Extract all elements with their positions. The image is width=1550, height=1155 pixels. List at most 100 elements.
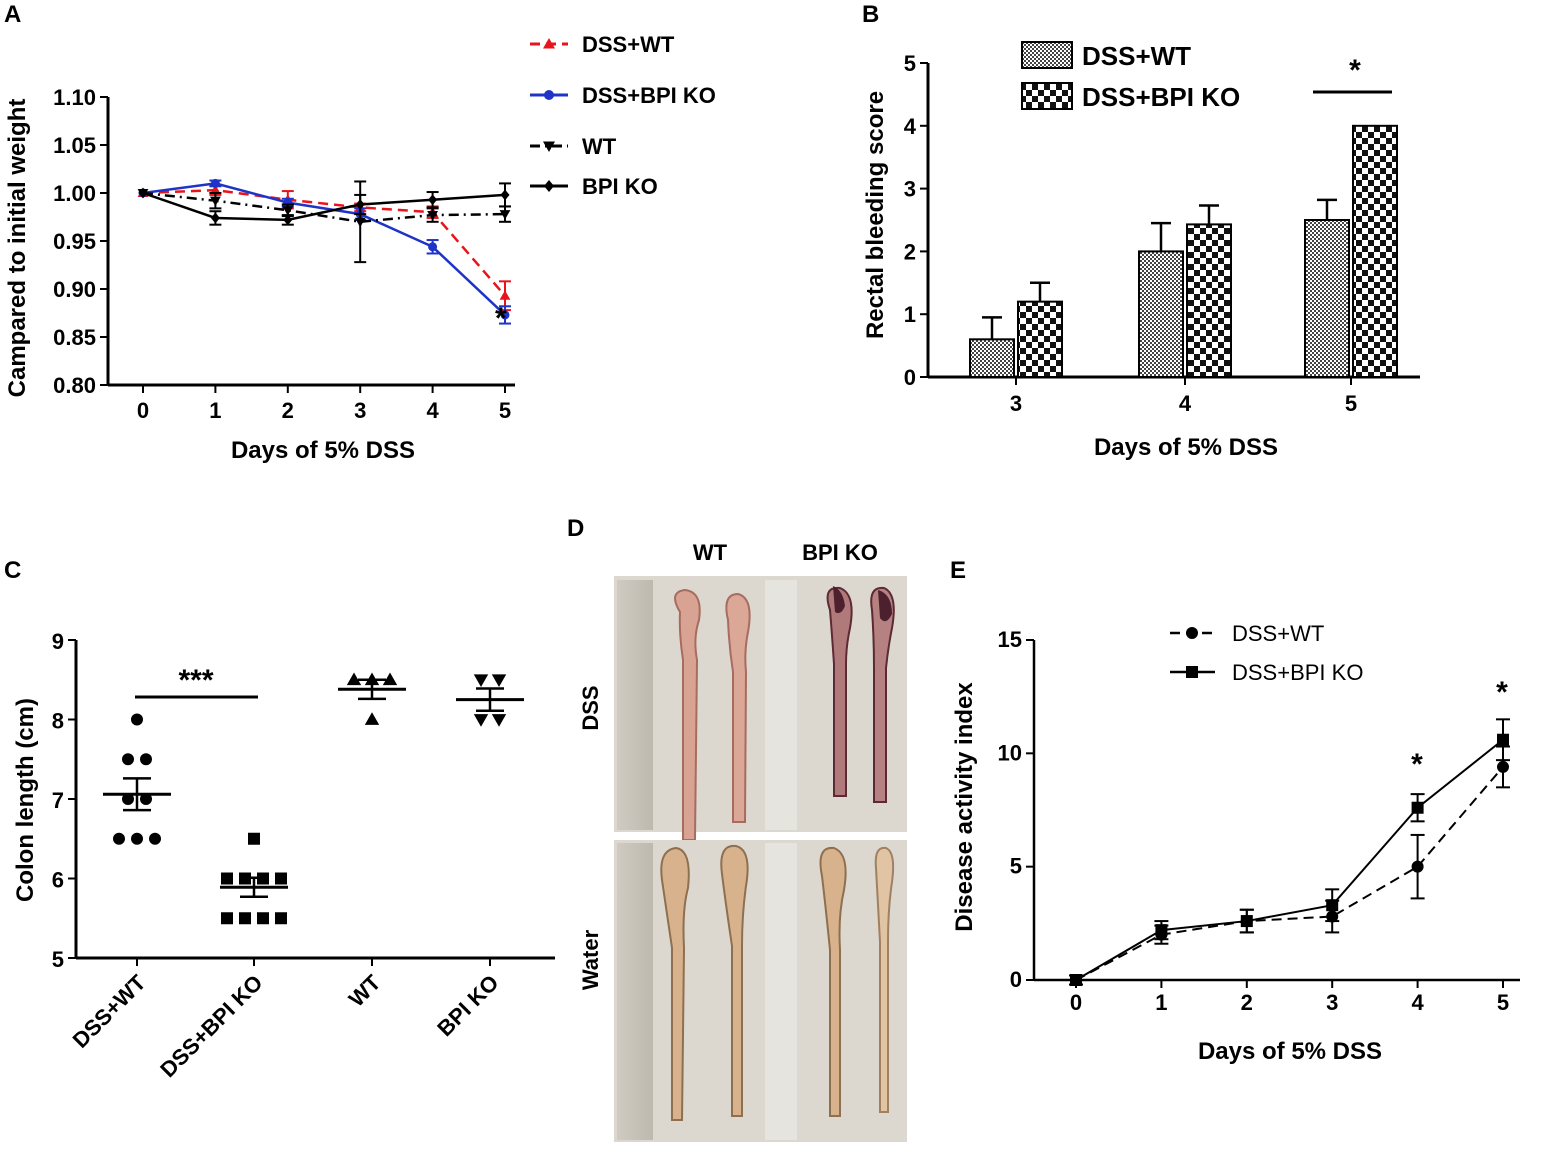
chart-e-y-tick-label: 10 (998, 740, 1022, 765)
photo-row-label-water: Water (578, 929, 603, 990)
colon-sample-icon (720, 844, 749, 1117)
chart-c-point (131, 713, 143, 726)
chart-a-y-tick-label: 0.95 (53, 229, 96, 254)
chart-b-y-tick-label: 2 (904, 239, 916, 264)
chart-b-x-tick-label: 3 (1010, 391, 1022, 416)
chart-a-point (210, 178, 220, 188)
chart-e-x-tick-label: 5 (1497, 990, 1509, 1015)
chart-a-legend-marker (543, 141, 555, 152)
chart-c-y-tick-label: 8 (52, 709, 64, 734)
chart-c-point (149, 832, 161, 845)
chart-e-legend-label: DSS+BPI KO (1232, 660, 1363, 685)
chart-c-point (346, 672, 362, 686)
chart-b-y-tick-label: 5 (904, 51, 916, 76)
chart-c-colon-length: 5 6 7 8 9 DSS+WT DSS+BPI KO WT BPI KO Colon leng… (12, 629, 555, 1082)
chart-b-legend-label: DSS+WT (1082, 41, 1191, 71)
colon-sample-icon (874, 846, 895, 1113)
chart-e-legend-marker (1186, 627, 1198, 639)
chart-c-point (113, 832, 125, 845)
chart-b-legend-swatch (1021, 82, 1073, 110)
chart-a-x-tick-label: 0 (137, 398, 149, 423)
chart-a-series-line (142, 191, 506, 222)
chart-c-point (122, 753, 134, 766)
colon-sample-icon (725, 592, 751, 823)
chart-c-point (491, 714, 507, 727)
panel-label-a: A (4, 1, 21, 28)
chart-a-y-tick-label: 0.85 (53, 325, 96, 350)
chart-a-x-tick-label: 3 (354, 398, 366, 423)
colon-sample-icon (674, 588, 701, 841)
chart-a-annotation: * (495, 302, 507, 335)
chart-b-bar (969, 338, 1015, 379)
chart-a-point (282, 206, 294, 216)
chart-e-annotation-day4: * (1411, 748, 1423, 781)
chart-c-point (239, 912, 251, 925)
panel-label-e: E (950, 557, 966, 584)
chart-e-point (1070, 974, 1082, 986)
chart-a-legend-marker (544, 180, 554, 192)
chart-c-point (140, 753, 152, 766)
chart-a-y-tick-label: 0.80 (53, 373, 96, 398)
chart-e-legend-marker (1186, 666, 1198, 678)
chart-c-y-tick-label: 5 (52, 947, 64, 972)
chart-e-legend-label: DSS+WT (1232, 621, 1324, 646)
chart-b-bar (1186, 223, 1232, 378)
panel-label-c: C (4, 557, 21, 584)
chart-c-point (275, 912, 287, 925)
chart-a-legend-label: DSS+BPI KO (582, 83, 716, 108)
colon-sample-icon (878, 590, 892, 622)
chart-e-point (1155, 924, 1168, 937)
chart-e-point (1411, 801, 1424, 814)
chart-a-y-tick-label: 0.90 (53, 277, 96, 302)
chart-e-x-tick-label: 0 (1070, 990, 1082, 1015)
chart-c-point (473, 714, 489, 727)
chart-a-axes: 0.80 0.85 0.90 0.95 1.00 1.05 1.10 0 1 2 3 4 5 (53, 85, 515, 423)
photo-col-label-wt: WT (693, 540, 728, 565)
chart-a-point (499, 210, 511, 220)
chart-b-bars (969, 124, 1398, 379)
photo-col-label-bpi-ko: BPI KO (802, 540, 878, 565)
chart-a-point (283, 214, 293, 226)
chart-c-point (221, 872, 233, 885)
chart-a-series-line (142, 188, 506, 297)
chart-a-weight: 0.80 0.85 0.90 0.95 1.00 1.05 1.10 0 1 2 3 4 5 Days … (4, 32, 716, 464)
chart-a-point (210, 184, 221, 195)
chart-a-point (355, 199, 365, 210)
panel-label-d: D (567, 515, 584, 542)
chart-b-significance-label: * (1349, 54, 1361, 87)
chart-a-point (427, 211, 438, 221)
chart-c-points (103, 672, 524, 925)
chart-b-y-tick-label: 1 (904, 302, 916, 327)
chart-c-y-tick-label: 7 (52, 788, 64, 813)
chart-c-point (364, 712, 380, 725)
chart-e-y-tick-label: 0 (1010, 967, 1022, 992)
chart-b-x-tick-label: 5 (1345, 391, 1357, 416)
chart-a-legend-marker (544, 90, 554, 100)
ruler-icon (617, 843, 653, 1140)
chart-a-series-line (142, 191, 506, 224)
chart-a-point (499, 290, 511, 300)
chart-b-xlabel: Days of 5% DSS (1094, 434, 1278, 461)
chart-b-bar (1138, 250, 1184, 378)
photo-row-label-dss: DSS (578, 685, 603, 730)
chart-a-legend-label: BPI KO (582, 174, 658, 199)
chart-e-y-tick-label: 15 (998, 627, 1022, 652)
chart-c-point (491, 674, 507, 687)
chart-c-y-tick-label: 6 (52, 868, 64, 893)
chart-b-bar (1017, 300, 1063, 379)
chart-a-y-tick-label: 1.00 (53, 181, 96, 206)
colon-sample-icon (833, 586, 845, 614)
chart-e-point (1497, 733, 1509, 746)
colon-sample-icon (660, 846, 690, 1121)
chart-c-point (382, 672, 398, 686)
photo-water-background (614, 840, 907, 1142)
chart-c-x-tick-label: DSS+WT (68, 969, 151, 1052)
chart-c-point (473, 674, 489, 687)
chart-a-legend-marker (543, 38, 555, 49)
chart-c-point (257, 912, 269, 925)
chart-b-legend-swatch (1021, 41, 1073, 69)
chart-c-x-tick-label: BPI KO (432, 970, 503, 1041)
chart-e-point (1326, 899, 1339, 912)
chart-b-y-tick-label: 3 (904, 177, 916, 202)
